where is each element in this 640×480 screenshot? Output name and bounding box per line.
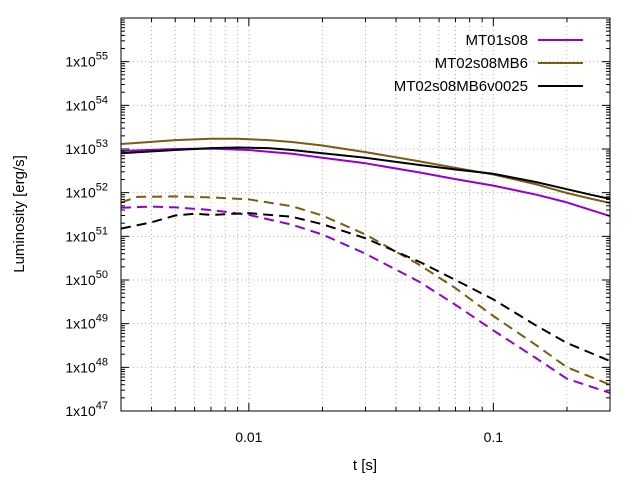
y-tick-label: 1x1051 xyxy=(65,225,108,244)
y-tick-label: 1x1050 xyxy=(65,269,108,288)
y-tick-label-base: 1x10 xyxy=(65,403,96,419)
tick-marks xyxy=(120,18,611,412)
y-tick-label-exponent: 48 xyxy=(96,356,108,368)
series-line xyxy=(120,146,611,200)
y-tick-label-exponent: 47 xyxy=(96,400,108,412)
y-tick-label: 1x1047 xyxy=(65,400,108,419)
x-tick-labels: 0.01 0.1 xyxy=(235,429,503,445)
y-tick-label-base: 1x10 xyxy=(65,185,96,201)
y-tick-label-base: 1x10 xyxy=(65,141,96,157)
legend-entry: MT02s08MB6v0025 xyxy=(394,78,583,95)
y-tick-label: 1x1049 xyxy=(65,313,108,332)
legend-entry: MT01s08 xyxy=(465,32,583,49)
y-tick-label-exponent: 54 xyxy=(96,94,108,106)
y-tick-label-exponent: 50 xyxy=(96,269,108,281)
y-tick-label-base: 1x10 xyxy=(65,359,96,375)
series-line xyxy=(120,137,611,204)
y-tick-label-base: 1x10 xyxy=(65,316,96,332)
y-tick-label-exponent: 55 xyxy=(96,51,108,63)
y-tick-label-exponent: 51 xyxy=(96,225,108,237)
y-tick-label: 1x1048 xyxy=(65,356,108,375)
x-axis-label: t [s] xyxy=(353,457,377,474)
y-tick-label: 1x1054 xyxy=(65,94,108,113)
y-tick-label-exponent: 49 xyxy=(96,313,108,325)
series-line xyxy=(120,195,611,386)
y-tick-label: 1x1052 xyxy=(65,182,108,201)
y-tick-label-exponent: 53 xyxy=(96,138,108,150)
y-tick-label-base: 1x10 xyxy=(65,228,96,244)
y-tick-label-base: 1x10 xyxy=(65,54,96,70)
series-line xyxy=(120,205,611,394)
x-tick-label: 0.01 xyxy=(235,429,262,445)
x-tick-label: 0.1 xyxy=(484,429,504,445)
legend: MT01s08 MT02s08MB6 MT02s08MB6v0025 xyxy=(394,32,583,95)
y-tick-label: 1x1055 xyxy=(65,51,108,70)
legend-label: MT02s08MB6v0025 xyxy=(394,78,528,95)
series-layer xyxy=(120,137,611,394)
y-axis-label: Luminosity [erg/s] xyxy=(11,155,28,273)
y-tick-labels: 1x10471x10481x10491x10501x10511x10521x10… xyxy=(65,51,108,419)
legend-entry: MT02s08MB6 xyxy=(435,55,583,72)
legend-label: MT02s08MB6 xyxy=(435,55,528,72)
y-tick-label-base: 1x10 xyxy=(65,272,96,288)
legend-label: MT01s08 xyxy=(465,32,528,49)
y-tick-label-exponent: 52 xyxy=(96,182,108,194)
series-line xyxy=(120,212,611,362)
y-tick-label: 1x1053 xyxy=(65,138,108,157)
y-tick-label-base: 1x10 xyxy=(65,97,96,113)
grid-lines xyxy=(121,18,610,411)
